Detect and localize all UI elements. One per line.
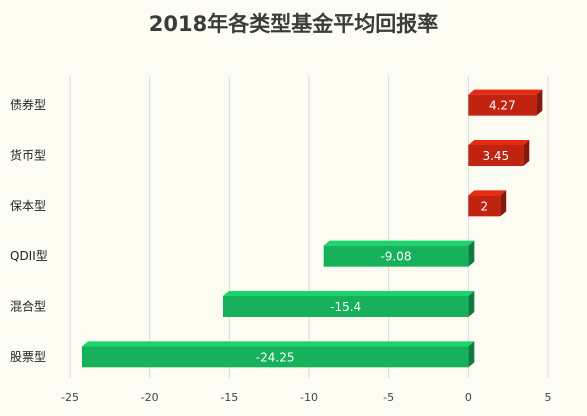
bar-value-label: -24.25 (256, 350, 295, 364)
bar-value-label: 2 (480, 199, 488, 213)
bar-side-face (468, 291, 475, 317)
bar-top-face (81, 341, 475, 347)
bar-value-label: 3.45 (482, 149, 509, 163)
bar-top-face (468, 190, 507, 196)
category-label: 货币型 (10, 148, 46, 163)
bar-value-label: 4.27 (489, 99, 516, 113)
x-tick-label: 5 (545, 391, 552, 404)
x-tick-label: -10 (300, 391, 318, 404)
chart-title: 2018年各类型基金平均回报率 (148, 12, 439, 36)
bar-side-face (523, 140, 530, 166)
x-tick-label: -25 (61, 391, 79, 404)
category-label: 股票型 (10, 350, 46, 364)
category-label: 保本型 (10, 199, 46, 213)
category-label: 债券型 (10, 97, 46, 112)
bar-top-face (222, 291, 475, 296)
x-tick-label: -5 (383, 391, 394, 404)
bar (323, 245, 469, 267)
bar-side-face (468, 341, 475, 368)
bar (468, 94, 537, 116)
bar-top-face (323, 240, 475, 246)
bar (81, 346, 469, 368)
x-tick-label: -20 (141, 391, 159, 404)
bar (222, 296, 469, 317)
bar (468, 145, 524, 166)
bar (468, 195, 501, 217)
bar-value-label: -9.08 (380, 250, 411, 264)
x-tick-label: -15 (220, 391, 238, 404)
bar-top-face (468, 89, 543, 95)
category-label: 混合型 (10, 299, 46, 314)
bar-side-face (468, 240, 475, 267)
bar-side-face (500, 190, 507, 217)
bar-value-label: -15.4 (330, 300, 361, 314)
x-tick-label: 0 (465, 391, 472, 404)
category-label: QDII型 (10, 249, 48, 263)
bar-side-face (536, 89, 543, 116)
bar-top-face (468, 140, 530, 145)
